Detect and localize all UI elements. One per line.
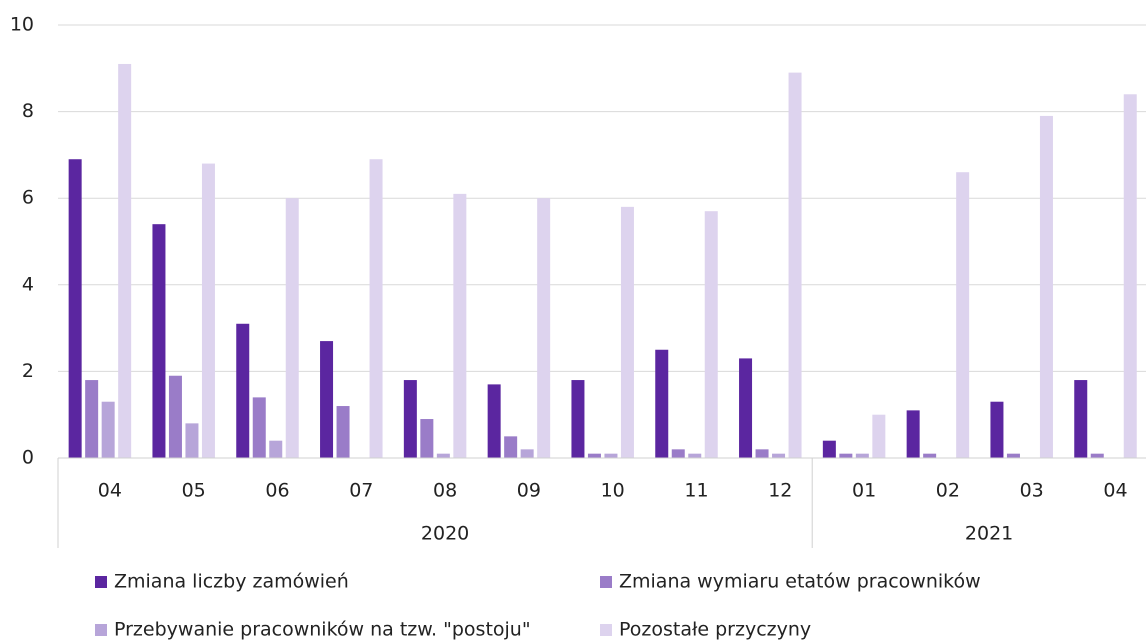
bar <box>68 159 82 459</box>
y-tick-label: 4 <box>22 273 34 295</box>
y-tick-label: 6 <box>22 187 34 209</box>
x-tick-label: 01 <box>852 480 876 502</box>
legend-label: Zmiana wymiaru etatów pracowników <box>619 571 981 593</box>
legend-swatch <box>95 624 107 636</box>
x-tick-label: 12 <box>768 480 792 502</box>
x-tick-label: 08 <box>433 480 457 502</box>
bar <box>755 449 769 458</box>
bar <box>420 419 434 458</box>
bar <box>772 453 786 458</box>
y-tick-label: 2 <box>22 360 34 382</box>
bar <box>956 172 970 458</box>
bar <box>788 72 802 458</box>
bar <box>336 406 350 458</box>
bar <box>1074 380 1088 458</box>
bar <box>855 453 869 458</box>
bar <box>236 323 250 458</box>
y-tick-label: 10 <box>10 14 34 36</box>
bar <box>185 423 199 458</box>
x-tick-label: 04 <box>98 480 122 502</box>
bar <box>655 349 669 458</box>
bar <box>520 449 534 458</box>
y-tick-label: 8 <box>22 100 34 122</box>
bar <box>369 159 383 459</box>
bar <box>168 375 182 458</box>
bar <box>537 198 551 458</box>
legend-label: Przebywanie pracowników na tzw. "postoju… <box>114 619 531 640</box>
bar <box>822 440 836 458</box>
legend-swatch <box>600 624 612 636</box>
bar <box>436 453 450 458</box>
bar <box>671 449 685 458</box>
bar <box>587 453 601 458</box>
x-tick-label: 09 <box>517 480 541 502</box>
bar <box>453 193 467 458</box>
bar <box>101 401 115 458</box>
bar <box>1039 115 1053 459</box>
bar <box>1123 94 1137 458</box>
legend-label: Zmiana liczby zamówień <box>114 571 349 593</box>
x-tick-label: 11 <box>684 480 708 502</box>
bar <box>620 206 634 458</box>
x-tick-label: 03 <box>1020 480 1044 502</box>
x-tick-label: 07 <box>349 480 373 502</box>
y-tick-label: 0 <box>22 447 34 469</box>
x-tick-label: 10 <box>601 480 625 502</box>
x-tick-label: 02 <box>936 480 960 502</box>
bar <box>269 440 283 458</box>
bar <box>906 410 920 458</box>
bar <box>704 211 718 458</box>
bar <box>923 453 937 458</box>
bar <box>403 380 417 458</box>
bar <box>320 341 334 458</box>
group-label: 2020 <box>421 523 469 545</box>
bar <box>504 436 518 458</box>
bar <box>571 380 585 458</box>
bar <box>85 380 99 458</box>
x-tick-label: 06 <box>265 480 289 502</box>
bar <box>152 224 166 458</box>
bar <box>1006 453 1020 458</box>
bar <box>285 198 299 458</box>
bar <box>118 63 132 458</box>
bar <box>1090 453 1104 458</box>
bar <box>739 358 753 458</box>
legend-swatch <box>600 576 612 588</box>
x-tick-label: 04 <box>1103 480 1127 502</box>
bar <box>604 453 618 458</box>
bar <box>487 384 501 458</box>
legend-swatch <box>95 576 107 588</box>
group-label: 2021 <box>965 523 1013 545</box>
bar <box>252 397 266 458</box>
x-tick-label: 05 <box>182 480 206 502</box>
bar <box>839 453 853 458</box>
bar <box>201 163 215 458</box>
legend-label: Pozostałe przyczyny <box>619 619 811 640</box>
bar <box>688 453 702 458</box>
bar <box>872 414 886 458</box>
bar <box>990 401 1004 458</box>
